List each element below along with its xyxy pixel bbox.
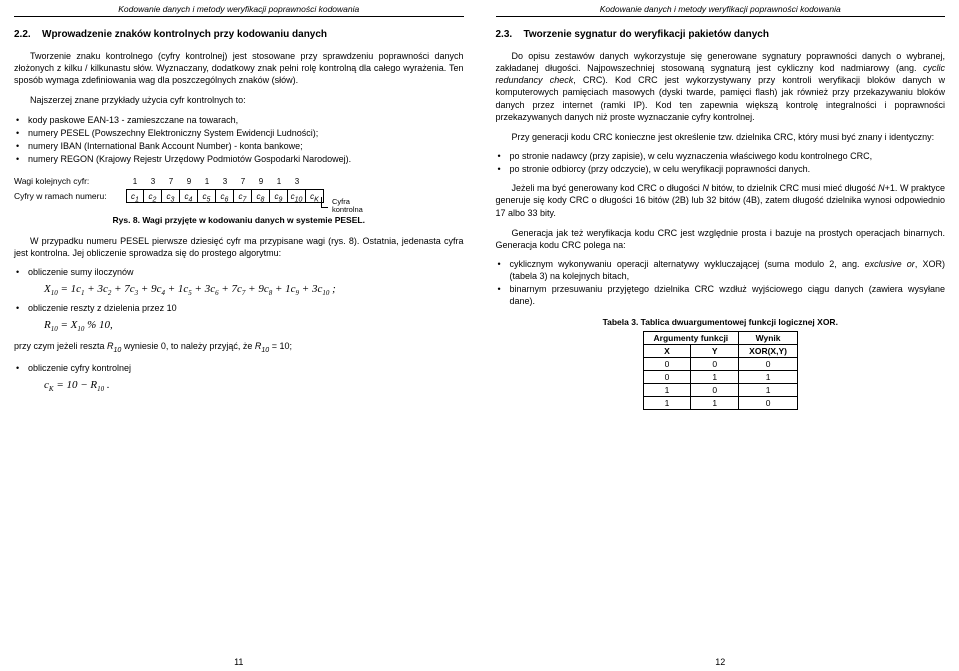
- table-header: XOR(X,Y): [739, 344, 798, 357]
- digit-cell: c5: [198, 189, 216, 203]
- bullet-list: obliczenie sumy iloczynów: [14, 265, 464, 279]
- digit-cell: c4: [180, 189, 198, 203]
- digit-cell: c1: [126, 189, 144, 203]
- list-item: po stronie nadawcy (przy zapisie), w cel…: [496, 150, 946, 162]
- page-number: 12: [496, 653, 946, 667]
- table-row: Argumenty funkcji Wynik: [643, 331, 797, 344]
- digit-cell: c6: [216, 189, 234, 203]
- table-cell: 0: [739, 357, 798, 370]
- list-item: binarnym przesuwaniu przyjętego dzielnik…: [496, 283, 946, 307]
- table-cell: 0: [739, 396, 798, 409]
- section-number: 2.2.: [14, 29, 42, 40]
- cells-label: Cyfry w ramach numeru:: [14, 191, 126, 201]
- running-header-right: Kodowanie danych i metody weryfikacji po…: [496, 4, 946, 17]
- table-row: X Y XOR(X,Y): [643, 344, 797, 357]
- list-item: numery REGON (Krajowy Rejestr Urzędowy P…: [14, 153, 464, 165]
- weights-label: Wagi kolejnych cyfr:: [14, 176, 126, 186]
- table-cell: 1: [643, 396, 691, 409]
- digit-cell: c10: [288, 189, 306, 203]
- two-page-spread: Kodowanie danych i metody weryfikacji po…: [0, 0, 959, 671]
- paragraph: Przy generacji kodu CRC konieczne jest o…: [496, 131, 946, 143]
- table-row: 0 0 0: [643, 357, 797, 370]
- paragraph: Jeżeli ma być generowany kod CRC o długo…: [496, 182, 946, 218]
- figure-caption: Rys. 8. Wagi przyjęte w kodowaniu danych…: [14, 215, 464, 225]
- section-heading-2-2: 2.2. Wprowadzenie znaków kontrolnych prz…: [14, 29, 464, 40]
- digit-cell: c2: [144, 189, 162, 203]
- table-row: 1 1 0: [643, 396, 797, 409]
- weight-cell: 1: [126, 177, 144, 186]
- list-item: cyklicznym wykonywaniu operacji alternat…: [496, 258, 946, 282]
- paragraph: Tworzenie znaku kontrolnego (cyfry kontr…: [14, 50, 464, 86]
- table-cell: 0: [643, 370, 691, 383]
- label-line: kontrolna: [332, 205, 363, 214]
- section-number: 2.3.: [496, 29, 524, 40]
- table-cell: 0: [691, 383, 739, 396]
- paragraph: Generacja jak też weryfikacja kodu CRC j…: [496, 227, 946, 251]
- digit-cell: c9: [270, 189, 288, 203]
- section-title: Wprowadzenie znaków kontrolnych przy kod…: [42, 29, 464, 40]
- list-item: obliczenie sumy iloczynów: [14, 266, 464, 278]
- table-header: Argumenty funkcji: [643, 331, 739, 344]
- weight-cell: 3: [288, 177, 306, 186]
- list-item: numery PESEL (Powszechny Elektroniczny S…: [14, 127, 464, 139]
- weight-cell: 7: [234, 177, 252, 186]
- table-header: X: [643, 344, 691, 357]
- digit-cell: c3: [162, 189, 180, 203]
- table-cell: 1: [691, 370, 739, 383]
- weight-cell: 7: [162, 177, 180, 186]
- list-item: po stronie odbiorcy (przy odczycie), w c…: [496, 163, 946, 175]
- table-row: 1 0 1: [643, 383, 797, 396]
- formula: X10 = 1c1 + 3c2 + 7c3 + 9c4 + 1c5 + 3c6 …: [44, 283, 464, 297]
- digit-cell: c8: [252, 189, 270, 203]
- bullet-list: obliczenie reszty z dzielenia przez 10: [14, 301, 464, 315]
- weight-cell: 3: [144, 177, 162, 186]
- table-caption: Tabela 3. Tablica dwuargumentowej funkcj…: [496, 317, 946, 327]
- formula: R10 = X10 % 10,: [44, 319, 464, 333]
- section-heading-2-3: 2.3. Tworzenie sygnatur do weryfikacji p…: [496, 29, 946, 40]
- page-right: Kodowanie danych i metody weryfikacji po…: [492, 4, 950, 667]
- table-row: 0 1 1: [643, 370, 797, 383]
- table-header: Wynik: [739, 331, 798, 344]
- digit-cell: c7: [234, 189, 252, 203]
- xor-table: Argumenty funkcji Wynik X Y XOR(X,Y) 0 0…: [643, 331, 798, 410]
- control-digit-label: Cyfra kontrolna: [332, 198, 363, 215]
- paragraph: Najszerzej znane przykłady użycia cyfr k…: [14, 94, 464, 106]
- bullet-list: kody paskowe EAN-13 - zamieszczane na to…: [14, 113, 464, 167]
- page-number: 11: [14, 653, 464, 667]
- paragraph: przy czym jeżeli reszta R10 wyniesie 0, …: [14, 340, 464, 355]
- table-cell: 0: [691, 357, 739, 370]
- weight-cell: 9: [180, 177, 198, 186]
- pesel-weights-row: Wagi kolejnych cyfr: 1 3 7 9 1 3 7 9 1 3: [14, 176, 464, 186]
- table-cell: 0: [643, 357, 691, 370]
- weight-cell: 1: [198, 177, 216, 186]
- list-item: numery IBAN (International Bank Account …: [14, 140, 464, 152]
- paragraph: W przypadku numeru PESEL pierwsze dziesi…: [14, 235, 464, 259]
- weight-cell: 1: [270, 177, 288, 186]
- weight-cell: 3: [216, 177, 234, 186]
- formula: cK = 10 − R10 .: [44, 379, 464, 393]
- table-cell: 1: [691, 396, 739, 409]
- page-left: Kodowanie danych i metody weryfikacji po…: [10, 4, 468, 667]
- bullet-list: cyklicznym wykonywaniu operacji alternat…: [496, 257, 946, 309]
- table-cell: 1: [643, 383, 691, 396]
- list-item: obliczenie cyfry kontrolnej: [14, 362, 464, 374]
- section-title: Tworzenie sygnatur do weryfikacji pakiet…: [524, 29, 946, 40]
- bullet-list: obliczenie cyfry kontrolnej: [14, 361, 464, 375]
- table-cell: 1: [739, 383, 798, 396]
- table-cell: 1: [739, 370, 798, 383]
- table-header: Y: [691, 344, 739, 357]
- bullet-list: po stronie nadawcy (przy zapisie), w cel…: [496, 149, 946, 176]
- list-item: kody paskowe EAN-13 - zamieszczane na to…: [14, 114, 464, 126]
- arrow-icon: [321, 197, 328, 208]
- list-item: obliczenie reszty z dzielenia przez 10: [14, 302, 464, 314]
- pesel-cells-row: Cyfry w ramach numeru: c1 c2 c3 c4 c5 c6…: [14, 188, 464, 205]
- running-header-left: Kodowanie danych i metody weryfikacji po…: [14, 4, 464, 17]
- weight-cell: 9: [252, 177, 270, 186]
- paragraph: Do opisu zestawów danych wykorzystuje si…: [496, 50, 946, 123]
